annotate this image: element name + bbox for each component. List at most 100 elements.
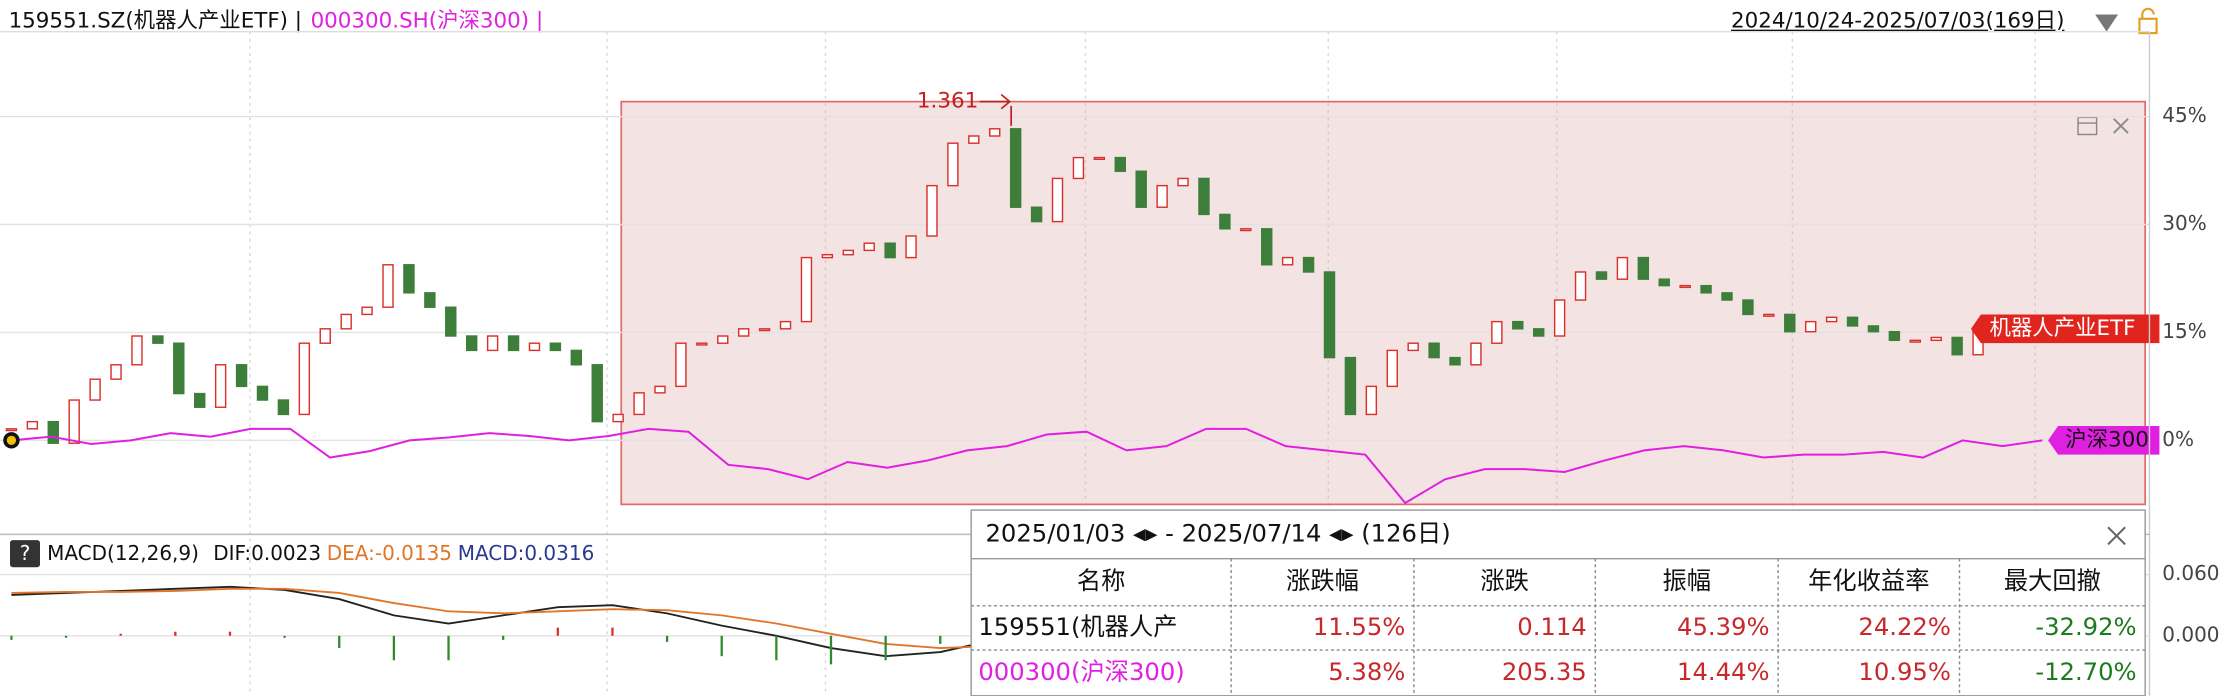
candle [152, 335, 164, 344]
index-line [11, 427, 2043, 505]
candle [26, 420, 39, 430]
panel-cell: 11.55% [1313, 612, 1406, 641]
candle [968, 135, 980, 144]
peak-annotation: 1.361 [917, 89, 978, 114]
candle [1763, 313, 1775, 317]
panel-cell: 0.114 [1517, 612, 1586, 641]
y-tick-label: 0.060 [2162, 561, 2219, 585]
macd-legend: MACD(12,26,9) [47, 541, 199, 565]
candle [1407, 342, 1419, 352]
panel-row-name: 000300(沪深300) [978, 657, 1184, 686]
candle [1177, 177, 1189, 187]
date-range[interactable]: 2024/10/24-2025/07/03(169日) [1731, 9, 2064, 34]
candle [445, 306, 457, 337]
candle [1804, 320, 1817, 333]
selection-range[interactable] [620, 100, 2147, 506]
candle [194, 392, 206, 408]
candle [110, 364, 122, 380]
candle [131, 335, 143, 366]
range-icons[interactable] [2077, 116, 2129, 136]
panel-cell: 45.39% [1677, 612, 1770, 641]
candle [1595, 271, 1608, 280]
candle [1909, 339, 1922, 343]
series-tag [1970, 314, 2160, 344]
panel-cell: 10.95% [1858, 657, 1951, 686]
candle [633, 392, 645, 416]
candle [277, 399, 290, 416]
candle [1951, 336, 1963, 356]
panel-cell: -32.92% [2035, 612, 2136, 641]
etf-title[interactable]: 159551.SZ(机器人产业ETF) | [9, 9, 302, 34]
candle [319, 328, 331, 344]
help-icon[interactable]: ? [20, 541, 31, 565]
panel-cell: -12.70% [2035, 657, 2136, 686]
panel-box [970, 509, 2146, 696]
candle [1721, 292, 1733, 301]
candle [1784, 313, 1796, 333]
macd-legend: DEA:-0.0135 [327, 541, 452, 565]
candle [1072, 156, 1085, 180]
start-marker [3, 432, 20, 449]
panel-header: 涨跌幅 [1286, 566, 1359, 595]
candle [1637, 256, 1650, 280]
candle [1386, 349, 1398, 388]
candle [842, 249, 855, 256]
panel-header: 振幅 [1662, 566, 1711, 595]
candle [1574, 271, 1587, 301]
candle [1030, 206, 1043, 223]
candle [696, 342, 708, 346]
candle [1742, 299, 1754, 316]
candle [47, 420, 59, 444]
candle [298, 342, 311, 416]
dropdown-icon[interactable] [2095, 14, 2119, 32]
panel-close[interactable] [2107, 526, 2126, 546]
candle [947, 142, 959, 187]
candle [1156, 184, 1168, 208]
candle [1114, 156, 1126, 172]
candle [1679, 284, 1691, 289]
help-button[interactable] [9, 540, 40, 568]
lock-icon[interactable] [2138, 7, 2158, 35]
candle [5, 428, 18, 432]
candle [1219, 213, 1231, 230]
candle [1281, 256, 1294, 266]
candle [1051, 177, 1064, 223]
candle [1365, 385, 1378, 416]
candle [800, 256, 813, 323]
candle [1700, 284, 1712, 294]
candle [1323, 271, 1336, 359]
candle [486, 335, 499, 352]
candle [424, 292, 436, 308]
candle [779, 320, 792, 330]
candle [1825, 316, 1838, 323]
candle [1888, 330, 1901, 342]
candle [361, 306, 373, 316]
macd-legend: DIF:0.0023 [213, 541, 321, 565]
candle [1240, 228, 1252, 232]
peak-arrow [979, 93, 1013, 126]
panel-title: 2025/01/03 ◂▸ - 2025/07/14 ◂▸ (126日) [985, 518, 1450, 547]
candle [1198, 177, 1210, 216]
candle [884, 242, 896, 259]
candle [403, 264, 415, 294]
candle [1512, 320, 1524, 330]
y-tick-label: 15% [2162, 319, 2206, 343]
series-tag-label: 沪深300 [2065, 427, 2149, 452]
candle [905, 235, 917, 259]
candle [507, 335, 520, 352]
candle [382, 264, 394, 308]
candle [340, 313, 352, 330]
index-title[interactable]: 000300.SH(沪深300) | [311, 9, 544, 34]
candle [465, 335, 478, 352]
candle [1009, 128, 1022, 208]
candle [1616, 256, 1629, 280]
panel-cell: 5.38% [1328, 657, 1405, 686]
macd-legend: MACD:0.0316 [458, 541, 595, 565]
panel-header: 涨跌 [1480, 566, 1529, 595]
candle [1428, 342, 1440, 359]
candle [1470, 342, 1482, 366]
candle [1491, 320, 1503, 344]
candle [1658, 278, 1670, 287]
